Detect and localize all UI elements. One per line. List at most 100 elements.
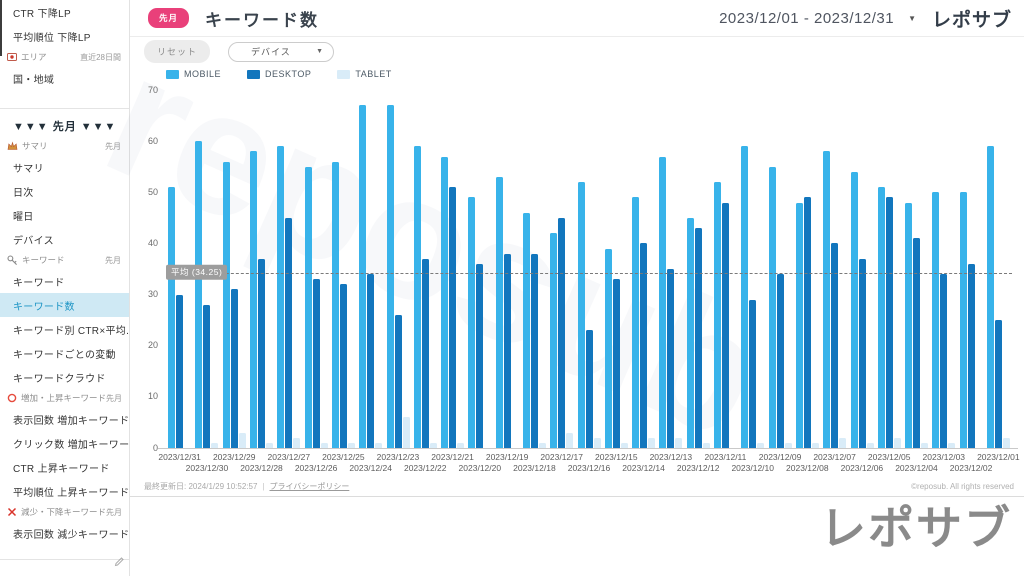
device-filter-dropdown[interactable]: デバイス ▼ xyxy=(228,41,335,62)
bar-desktop[interactable] xyxy=(995,320,1003,448)
bar-mobile[interactable] xyxy=(222,161,230,448)
bar-desktop[interactable] xyxy=(394,315,402,448)
bar-tablet[interactable] xyxy=(402,417,410,448)
bar-desktop[interactable] xyxy=(640,243,648,448)
bar-tablet[interactable] xyxy=(866,442,874,448)
bar-mobile[interactable] xyxy=(877,187,885,448)
bar-tablet[interactable] xyxy=(811,442,819,448)
sidebar-item-19[interactable]: クリック数 増加キーワード xyxy=(13,439,130,451)
bar-desktop[interactable] xyxy=(585,330,593,448)
sidebar-item-21[interactable]: 平均順位 上昇キーワード xyxy=(13,487,130,499)
bar-desktop[interactable] xyxy=(722,202,730,448)
bar-mobile[interactable] xyxy=(495,176,503,448)
bar-tablet[interactable] xyxy=(347,442,355,448)
bar-desktop[interactable] xyxy=(967,263,975,448)
sidebar-item-3[interactable]: 国・地域 xyxy=(13,74,55,86)
sidebar-item-15[interactable]: キーワードごとの変動 xyxy=(13,349,116,361)
bar-desktop[interactable] xyxy=(531,253,538,448)
bar-desktop[interactable] xyxy=(367,274,375,448)
sidebar-item-10[interactable]: デバイス xyxy=(13,235,54,247)
bar-desktop[interactable] xyxy=(667,269,675,448)
sidebar-item-12[interactable]: キーワード xyxy=(13,277,65,289)
bar-mobile[interactable] xyxy=(850,171,858,448)
bar-tablet[interactable] xyxy=(757,442,765,448)
chevron-down-icon[interactable]: ▼ xyxy=(908,13,916,23)
bar-mobile[interactable] xyxy=(795,202,803,448)
bar-tablet[interactable] xyxy=(293,437,301,448)
bar-tablet[interactable] xyxy=(620,442,628,448)
bar-mobile[interactable] xyxy=(413,146,421,448)
sidebar-item-13[interactable]: キーワード数 xyxy=(0,293,129,317)
bar-desktop[interactable] xyxy=(285,217,293,448)
bar-desktop[interactable] xyxy=(776,274,784,448)
bar-desktop[interactable] xyxy=(831,243,839,448)
bar-tablet[interactable] xyxy=(266,442,274,448)
bar-desktop[interactable] xyxy=(940,274,948,448)
bar-desktop[interactable] xyxy=(558,217,566,448)
bar-tablet[interactable] xyxy=(457,442,465,448)
bar-tablet[interactable] xyxy=(238,432,246,448)
bar-tablet[interactable] xyxy=(784,442,792,448)
bar-desktop[interactable] xyxy=(694,228,702,448)
bar-tablet[interactable] xyxy=(1003,437,1011,448)
bar-desktop[interactable] xyxy=(449,187,457,448)
bar-mobile[interactable] xyxy=(195,141,203,448)
privacy-policy-link[interactable]: プライバシーポリシー xyxy=(269,481,350,491)
sidebar-item-0[interactable]: CTR 下降LP xyxy=(13,8,71,20)
bar-tablet[interactable] xyxy=(921,442,929,448)
bar-desktop[interactable] xyxy=(258,258,266,448)
bar-mobile[interactable] xyxy=(277,146,285,448)
bar-tablet[interactable] xyxy=(539,442,546,448)
bar-tablet[interactable] xyxy=(948,442,956,448)
bar-mobile[interactable] xyxy=(932,192,940,448)
bar-desktop[interactable] xyxy=(612,279,620,448)
sidebar-item-9[interactable]: 曜日 xyxy=(13,211,34,223)
bar-desktop[interactable] xyxy=(503,253,511,448)
bar-mobile[interactable] xyxy=(604,248,612,448)
sidebar-item-14[interactable]: キーワード別 CTR×平均... xyxy=(13,325,130,337)
sidebar-item-8[interactable]: 日次 xyxy=(13,187,34,199)
bar-desktop[interactable] xyxy=(176,294,184,448)
bar-mobile[interactable] xyxy=(659,156,667,448)
bar-tablet[interactable] xyxy=(593,437,601,448)
bar-desktop[interactable] xyxy=(803,197,811,448)
bar-mobile[interactable] xyxy=(331,161,339,448)
bar-desktop[interactable] xyxy=(421,258,429,448)
bar-desktop[interactable] xyxy=(230,289,238,448)
bar-tablet[interactable] xyxy=(893,437,901,448)
bar-desktop[interactable] xyxy=(203,304,211,448)
bar-desktop[interactable] xyxy=(312,279,320,448)
bar-tablet[interactable] xyxy=(211,442,219,448)
bar-mobile[interactable] xyxy=(168,187,176,448)
bar-mobile[interactable] xyxy=(304,166,312,448)
bar-mobile[interactable] xyxy=(577,182,585,448)
bar-mobile[interactable] xyxy=(768,166,776,448)
sidebar-item-1[interactable]: 平均順位 下降LP xyxy=(13,32,91,44)
bar-tablet[interactable] xyxy=(702,442,710,448)
bar-mobile[interactable] xyxy=(386,105,394,448)
bar-tablet[interactable] xyxy=(429,442,437,448)
bar-tablet[interactable] xyxy=(375,442,383,448)
bar-tablet[interactable] xyxy=(675,437,683,448)
pencil-icon[interactable] xyxy=(114,554,124,572)
bar-tablet[interactable] xyxy=(839,437,847,448)
sidebar-item-20[interactable]: CTR 上昇キーワード xyxy=(13,463,110,475)
bar-tablet[interactable] xyxy=(320,442,328,448)
bar-mobile[interactable] xyxy=(959,192,967,448)
bar-mobile[interactable] xyxy=(359,105,367,448)
bar-desktop[interactable] xyxy=(858,258,866,448)
sidebar-item-7[interactable]: サマリ xyxy=(13,163,44,175)
bar-desktop[interactable] xyxy=(749,299,757,448)
sidebar-scrollbar[interactable] xyxy=(0,0,2,56)
bar-mobile[interactable] xyxy=(523,212,530,448)
bar-mobile[interactable] xyxy=(905,202,913,448)
bar-desktop[interactable] xyxy=(913,238,921,448)
bar-mobile[interactable] xyxy=(823,151,831,448)
bar-mobile[interactable] xyxy=(987,146,995,448)
legend-item-mobile[interactable]: MOBILE xyxy=(166,69,221,79)
bar-mobile[interactable] xyxy=(550,233,558,448)
bar-mobile[interactable] xyxy=(741,146,749,448)
legend-item-tablet[interactable]: TABLET xyxy=(337,69,391,79)
legend-item-desktop[interactable]: DESKTOP xyxy=(247,69,311,79)
date-range-picker[interactable]: 2023/12/01 - 2023/12/31 xyxy=(719,9,895,27)
